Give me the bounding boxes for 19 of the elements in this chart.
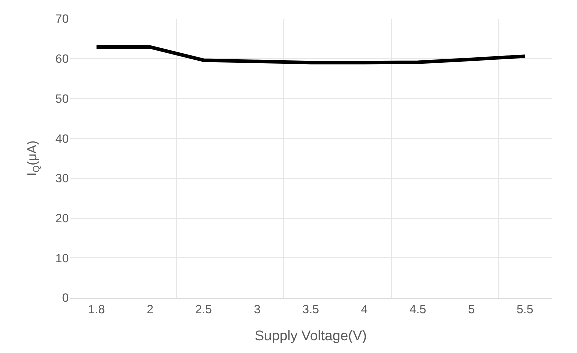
x-tick-label: 3 [254, 302, 262, 316]
y-tick-label: 50 [56, 92, 70, 106]
y-tick-label: 40 [56, 132, 70, 146]
x-axis-title: Supply Voltage(V) [254, 328, 368, 344]
y-tick-label: 30 [56, 172, 70, 186]
y-tick-label: 0 [62, 291, 70, 306]
x-tick-label: 4 [361, 302, 368, 316]
x-tick-label: 1.8 [88, 302, 106, 316]
x-tick-label: 2 [146, 302, 154, 316]
x-tick-label: 3.5 [302, 302, 320, 316]
x-tick-label: 5 [468, 302, 476, 316]
line-series [95, 46, 527, 65]
y-tick-label: 70 [56, 12, 70, 26]
y-tick-label: 10 [56, 251, 70, 266]
x-tick-label: 5.5 [516, 302, 534, 316]
x-tick-label: 4.5 [410, 302, 427, 316]
y-tick-label: 60 [56, 52, 70, 66]
x-tick-label: 2.5 [196, 302, 213, 316]
y-tick-label: 20 [56, 211, 70, 226]
